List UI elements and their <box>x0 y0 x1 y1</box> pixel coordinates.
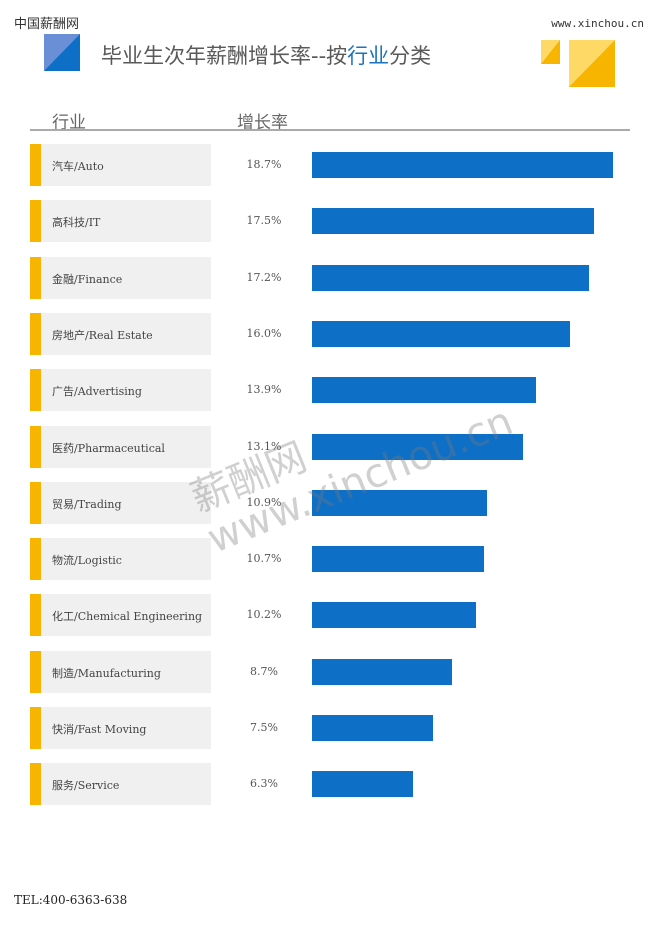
value-label: 13.9% <box>246 383 282 397</box>
category-label: 快消/Fast Moving <box>52 723 147 736</box>
category-label-box: 金融/Finance <box>30 256 211 299</box>
category-label-box: 化工/Chemical Engineering <box>30 594 211 637</box>
title-highlight: 行业 <box>347 44 390 68</box>
column-header-growth-rate: 增长率 <box>237 113 288 133</box>
category-label-box: 医药/Pharmaceutical <box>30 425 211 468</box>
category-label-box: 汽车/Auto <box>30 144 211 186</box>
category-stripe <box>30 256 41 299</box>
bar <box>312 152 613 178</box>
bar <box>312 433 523 460</box>
category-stripe <box>30 707 41 749</box>
yellow-deco-squares-icon <box>541 40 615 87</box>
bar <box>312 264 589 291</box>
category-label: 高科技/IT <box>52 216 101 230</box>
category-label: 化工/Chemical Engineering <box>52 610 203 624</box>
category-stripe <box>30 425 41 468</box>
bar <box>312 208 594 235</box>
category-stripe <box>30 594 41 637</box>
value-label: 7.5% <box>250 721 278 734</box>
category-label: 服务/Service <box>52 779 120 793</box>
category-label: 汽车/Auto <box>52 160 104 173</box>
value-label: 10.7% <box>246 552 282 566</box>
category-label-box: 物流/Logistic <box>30 538 211 581</box>
category-stripe <box>30 369 41 412</box>
value-label: 8.7% <box>250 664 278 678</box>
category-label-box: 广告/Advertising <box>30 369 211 412</box>
category-stripe <box>30 650 41 693</box>
category-stripe <box>30 481 41 524</box>
bar <box>312 546 485 573</box>
site-url: www.xinchou.cn <box>551 17 644 30</box>
value-label: 6.3% <box>250 777 278 791</box>
category-label-box: 服务/Service <box>30 763 211 806</box>
header-divider <box>30 129 630 131</box>
category-label: 广告/Advertising <box>52 385 142 399</box>
bar <box>312 377 536 404</box>
category-stripe <box>30 144 41 186</box>
value-label: 17.5% <box>246 214 282 228</box>
value-label: 17.2% <box>246 270 282 284</box>
value-label: 10.9% <box>246 495 282 509</box>
bar <box>312 658 453 685</box>
title-prefix: 毕业生次年薪酬增长率--按 <box>101 44 348 68</box>
bar <box>312 602 477 629</box>
brand-label: 中国薪酬网 <box>14 17 80 32</box>
category-stripe <box>30 200 41 243</box>
bar <box>312 771 414 798</box>
blue-logo-square-icon <box>44 34 80 71</box>
category-label-box: 高科技/IT <box>30 200 211 243</box>
value-label: 13.1% <box>246 439 282 453</box>
column-header-industry: 行业 <box>52 113 86 133</box>
title-suffix: 分类 <box>389 44 432 68</box>
category-label: 医药/Pharmaceutical <box>52 441 165 455</box>
category-stripe <box>30 763 41 806</box>
bar <box>312 715 433 741</box>
bar <box>312 489 488 516</box>
category-label-box: 制造/Manufacturing <box>30 650 211 693</box>
category-stripe <box>30 538 41 581</box>
category-label: 房地产/Real Estate <box>52 328 153 342</box>
category-stripe <box>30 312 41 355</box>
category-label-box: 快消/Fast Moving <box>30 707 211 749</box>
value-label: 10.2% <box>246 608 282 622</box>
value-label: 16.0% <box>246 326 282 340</box>
footer-tel: TEL:400-6363-638 <box>14 893 128 907</box>
bar <box>312 320 570 347</box>
category-label-box: 房地产/Real Estate <box>30 312 211 355</box>
category-label: 贸易/Trading <box>52 497 122 511</box>
category-label-box: 贸易/Trading <box>30 481 211 524</box>
page-title: 毕业生次年薪酬增长率--按行业分类 <box>101 40 431 70</box>
category-label: 金融/Finance <box>52 272 123 286</box>
value-label: 18.7% <box>246 158 282 171</box>
category-label: 制造/Manufacturing <box>52 666 161 680</box>
category-label: 物流/Logistic <box>52 554 122 568</box>
